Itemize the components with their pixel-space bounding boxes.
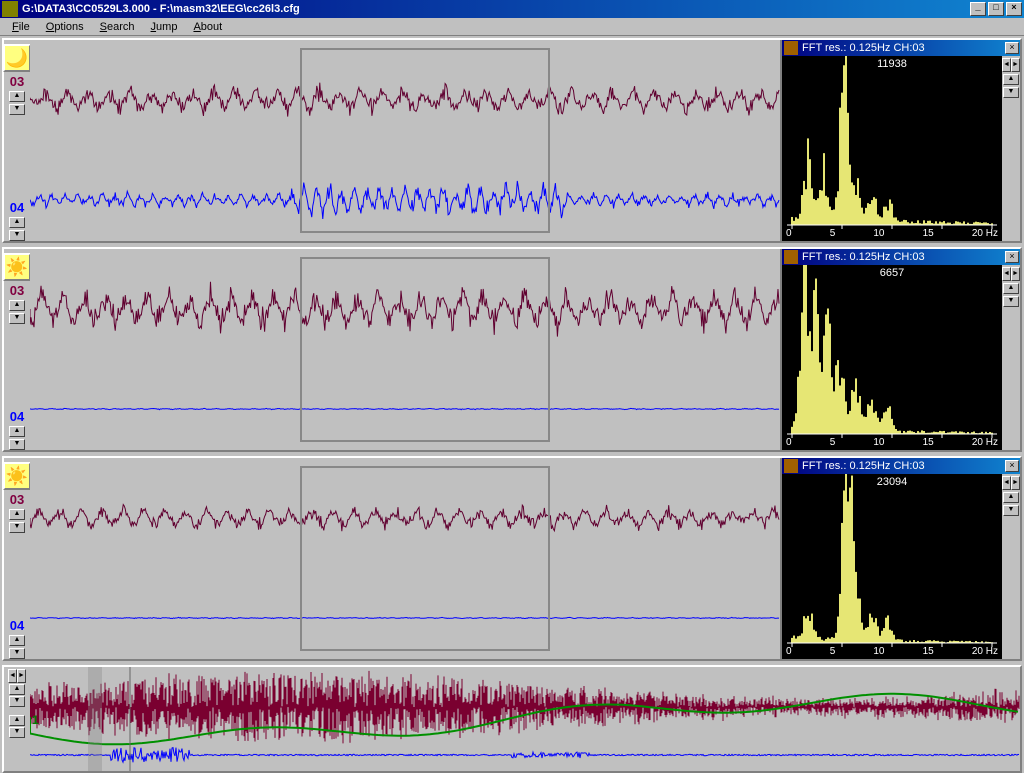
fft-titlebar[interactable]: FFT res.: 0.125Hz CH:03 ×: [782, 40, 1020, 56]
pane-3-waveform[interactable]: [30, 458, 780, 659]
pane-2-waveform[interactable]: [30, 249, 780, 450]
fft-icon: [784, 41, 798, 55]
fft-nav: ◄► ▲ ▼: [1002, 265, 1020, 450]
fft-panel-1: FFT res.: 0.125Hz CH:03 × 11938 05101520…: [780, 40, 1020, 241]
fft-plot-1[interactable]: 11938 05101520 Hz: [782, 56, 1002, 241]
fft-axis: 05101520 Hz: [786, 646, 998, 657]
fft-value: 23094: [782, 476, 1002, 488]
moon-icon[interactable]: 🌙: [3, 44, 31, 72]
ch03-up[interactable]: ▲: [9, 509, 25, 520]
ov-down2[interactable]: ▼: [9, 727, 25, 738]
menu-search[interactable]: Search: [92, 20, 143, 34]
ov-up2[interactable]: ▲: [9, 715, 25, 726]
fft-close-button[interactable]: ×: [1005, 460, 1019, 472]
ov-up[interactable]: ▲: [9, 684, 25, 695]
overview-label: 1: [32, 713, 39, 727]
fft-titlebar[interactable]: FFT res.: 0.125Hz CH:03 ×: [782, 458, 1020, 474]
channel-label-03: 03: [10, 283, 24, 298]
ch03-up[interactable]: ▲: [9, 91, 25, 102]
close-button[interactable]: ×: [1006, 2, 1022, 16]
ch03-down[interactable]: ▼: [9, 104, 25, 115]
pane-1-controls: 🌙 03 ▲ ▼ 04 ▲ ▼: [4, 40, 30, 241]
app-icon: [2, 1, 18, 17]
fft-nav-right[interactable]: ►: [1011, 267, 1020, 281]
sun-icon[interactable]: ☀️: [3, 462, 31, 490]
fft-panel-2: FFT res.: 0.125Hz CH:03 × 6657 05101520 …: [780, 249, 1020, 450]
pane-3-controls: ☀️ 03 ▲ ▼ 04 ▲ ▼: [4, 458, 30, 659]
fft-plot-2[interactable]: 6657 05101520 Hz: [782, 265, 1002, 450]
ch03-up[interactable]: ▲: [9, 300, 25, 311]
pane-1-waveform[interactable]: [30, 40, 780, 241]
menu-jump[interactable]: Jump: [143, 20, 186, 34]
channel-label-04: 04: [10, 618, 24, 633]
fft-value: 11938: [782, 58, 1002, 70]
fft-nav: ◄► ▲ ▼: [1002, 56, 1020, 241]
overview-canvas[interactable]: 1: [30, 667, 1020, 771]
workspace: 🌙 03 ▲ ▼ 04 ▲ ▼ FFT res.: 0.125Hz CH:03 …: [0, 36, 1024, 754]
ch04-up[interactable]: ▲: [9, 635, 25, 646]
fft-panel-3: FFT res.: 0.125Hz CH:03 × 23094 05101520…: [780, 458, 1020, 659]
ov-down[interactable]: ▼: [9, 696, 25, 707]
fft-down[interactable]: ▼: [1003, 505, 1019, 516]
pane-2: ☀️ 03 ▲ ▼ 04 ▲ ▼ FFT res.: 0.125Hz CH:03…: [2, 247, 1022, 452]
ch04-down[interactable]: ▼: [9, 439, 25, 450]
fft-nav-right[interactable]: ►: [1011, 58, 1020, 72]
minimize-button[interactable]: _: [970, 2, 986, 16]
menu-options[interactable]: Options: [38, 20, 92, 34]
pane-2-controls: ☀️ 03 ▲ ▼ 04 ▲ ▼: [4, 249, 30, 450]
fft-titlebar[interactable]: FFT res.: 0.125Hz CH:03 ×: [782, 249, 1020, 265]
fft-title-text: FFT res.: 0.125Hz CH:03: [802, 42, 1005, 54]
channel-label-04: 04: [10, 409, 24, 424]
channel-label-03: 03: [10, 492, 24, 507]
overview-controls: ◄► ▲ ▼ ▲ ▼: [4, 667, 30, 771]
maximize-button[interactable]: □: [988, 2, 1004, 16]
ch03-down[interactable]: ▼: [9, 522, 25, 533]
fft-icon: [784, 459, 798, 473]
fft-up[interactable]: ▲: [1003, 74, 1019, 85]
channel-label-03: 03: [10, 74, 24, 89]
fft-axis: 05101520 Hz: [786, 228, 998, 239]
fft-value: 6657: [782, 267, 1002, 279]
ch04-down[interactable]: ▼: [9, 230, 25, 241]
titlebar: G:\DATA3\CC0529L3.000 - F:\masm32\EEG\cc…: [0, 0, 1024, 18]
menu-file[interactable]: File: [4, 20, 38, 34]
fft-nav-left[interactable]: ◄: [1002, 476, 1011, 490]
pane-3: ☀️ 03 ▲ ▼ 04 ▲ ▼ FFT res.: 0.125Hz CH:03…: [2, 456, 1022, 661]
overview-strip: ◄► ▲ ▼ ▲ ▼ 1: [2, 665, 1022, 773]
fft-nav-right[interactable]: ►: [1011, 476, 1020, 490]
fft-close-button[interactable]: ×: [1005, 42, 1019, 54]
fft-axis: 05101520 Hz: [786, 437, 998, 448]
window-title: G:\DATA3\CC0529L3.000 - F:\masm32\EEG\cc…: [22, 3, 968, 15]
ch03-down[interactable]: ▼: [9, 313, 25, 324]
selection-box[interactable]: [300, 48, 550, 233]
fft-up[interactable]: ▲: [1003, 492, 1019, 503]
fft-title-text: FFT res.: 0.125Hz CH:03: [802, 251, 1005, 263]
fft-down[interactable]: ▼: [1003, 87, 1019, 98]
fft-close-button[interactable]: ×: [1005, 251, 1019, 263]
selection-box[interactable]: [300, 466, 550, 651]
ch04-up[interactable]: ▲: [9, 426, 25, 437]
channel-label-04: 04: [10, 200, 24, 215]
menu-about[interactable]: About: [185, 20, 230, 34]
fft-nav-left[interactable]: ◄: [1002, 58, 1011, 72]
sun-icon[interactable]: ☀️: [3, 253, 31, 281]
fft-icon: [784, 250, 798, 264]
ch04-down[interactable]: ▼: [9, 648, 25, 659]
ov-nav-left[interactable]: ◄: [8, 669, 17, 683]
pane-1: 🌙 03 ▲ ▼ 04 ▲ ▼ FFT res.: 0.125Hz CH:03 …: [2, 38, 1022, 243]
fft-up[interactable]: ▲: [1003, 283, 1019, 294]
ov-nav-right[interactable]: ►: [17, 669, 26, 683]
ch04-up[interactable]: ▲: [9, 217, 25, 228]
fft-plot-3[interactable]: 23094 05101520 Hz: [782, 474, 1002, 659]
menubar: File Options Search Jump About: [0, 18, 1024, 36]
selection-box[interactable]: [300, 257, 550, 442]
fft-down[interactable]: ▼: [1003, 296, 1019, 307]
fft-title-text: FFT res.: 0.125Hz CH:03: [802, 460, 1005, 472]
fft-nav-left[interactable]: ◄: [1002, 267, 1011, 281]
fft-nav: ◄► ▲ ▼: [1002, 474, 1020, 659]
